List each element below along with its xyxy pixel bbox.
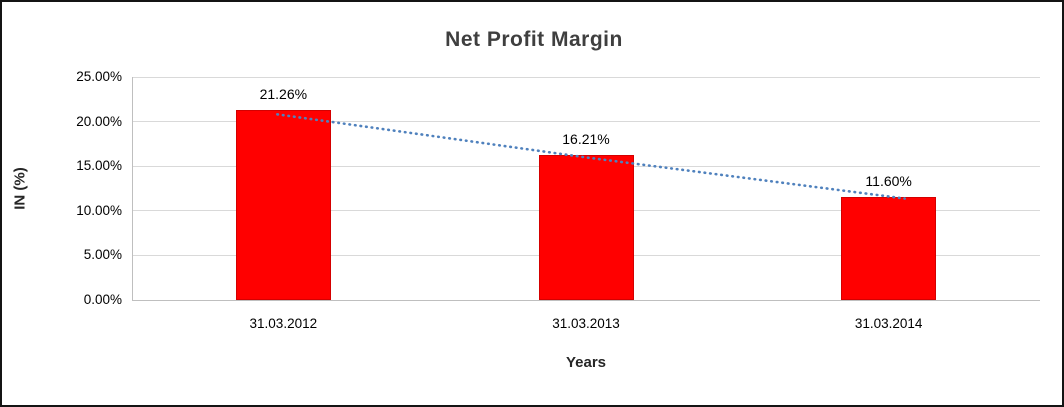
- x-category-label: 31.03.2014: [854, 316, 923, 331]
- y-tick-label: 20.00%: [76, 113, 122, 129]
- x-axis-title: Years: [565, 354, 607, 371]
- y-tick-label: 15.00%: [76, 158, 122, 174]
- bar: [841, 196, 937, 300]
- gridline: [132, 76, 1040, 78]
- x-category-label: 31.03.2012: [249, 316, 318, 331]
- chart-title: Net Profit Margin: [445, 28, 623, 51]
- data-label: 11.60%: [865, 172, 912, 189]
- data-label: 21.26%: [259, 86, 308, 103]
- x-category-label: 31.03.2013: [552, 316, 620, 331]
- y-axis-title: IN (%): [11, 167, 29, 210]
- y-tick-label: 5.00%: [83, 247, 122, 263]
- data-label: 16.21%: [562, 131, 610, 148]
- bar: [538, 155, 634, 300]
- bar: [235, 110, 331, 300]
- y-tick-label: 10.00%: [76, 202, 122, 218]
- y-tick-label: 0.00%: [83, 292, 122, 307]
- y-tick-label: 25.00%: [76, 69, 122, 84]
- x-axis-line: [132, 300, 1040, 301]
- y-axis-line: [132, 77, 133, 300]
